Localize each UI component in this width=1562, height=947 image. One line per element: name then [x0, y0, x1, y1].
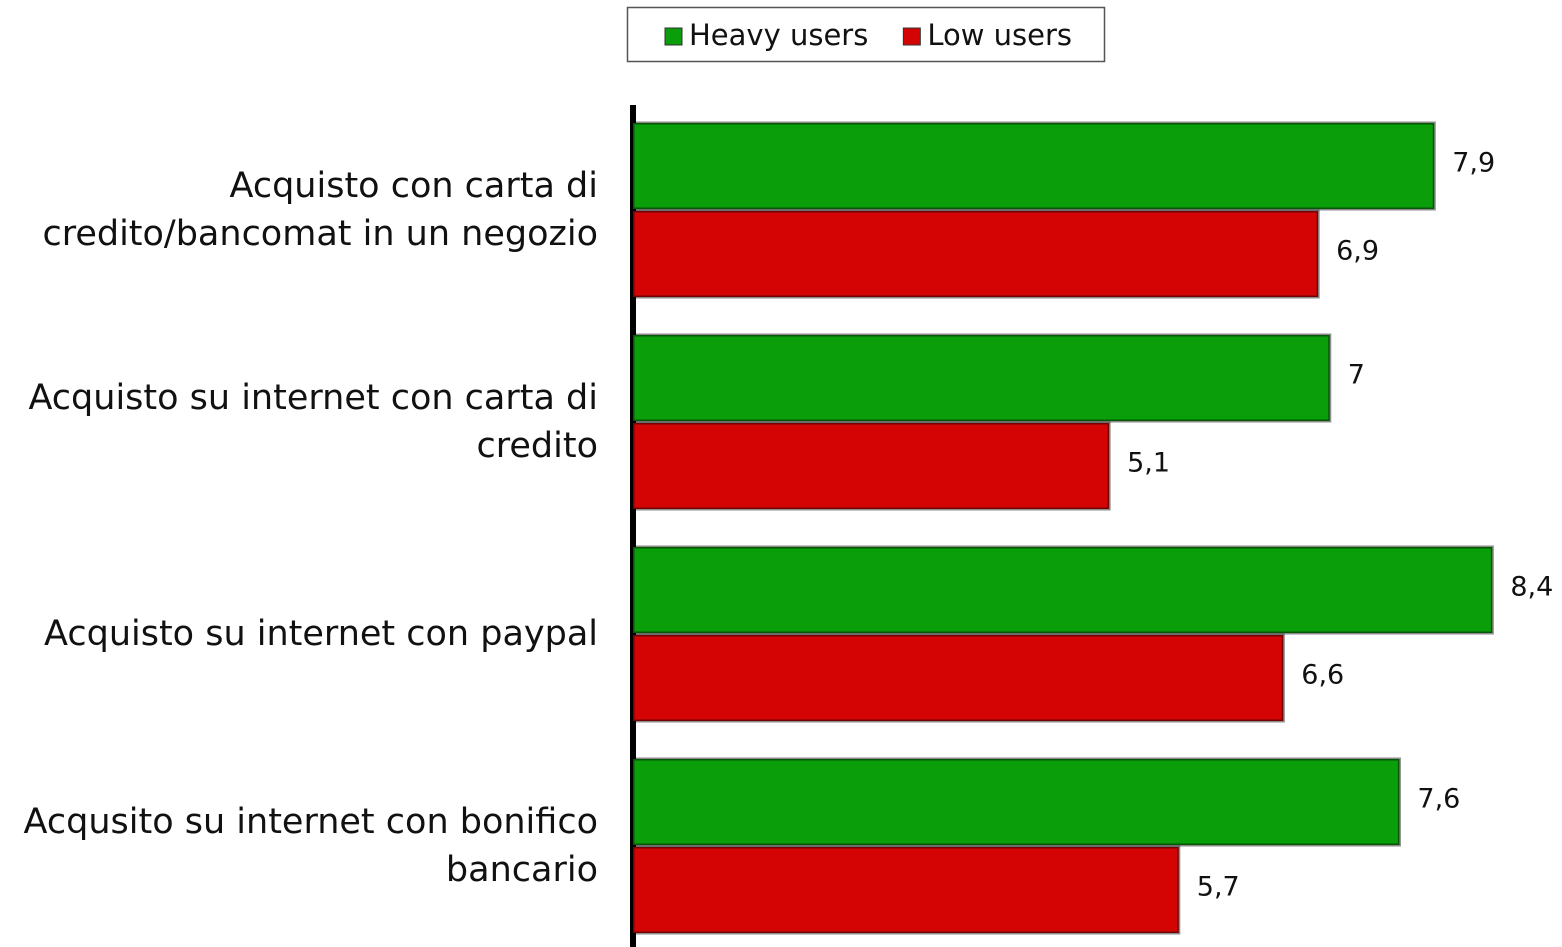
value-label: 7,9 [1452, 148, 1495, 179]
category-label: Acquisto con carta di credito/bancomat i… [42, 166, 598, 254]
category-label: Acquisto su internet con paypal [44, 614, 598, 654]
bar [631, 421, 1111, 511]
category-label: Acquisto su internet con carta di credit… [28, 378, 598, 466]
bar [631, 845, 1181, 935]
value-label: 7,6 [1417, 784, 1460, 815]
bar [631, 757, 1401, 847]
bar [631, 209, 1320, 299]
value-label: 7 [1348, 360, 1365, 391]
bar [631, 333, 1332, 423]
value-label: 6,6 [1301, 660, 1344, 691]
bar [631, 633, 1285, 723]
bar [631, 121, 1436, 211]
value-label: 6,9 [1336, 236, 1379, 267]
legend-label: Low users [927, 18, 1072, 52]
value-label: 5,1 [1127, 448, 1170, 479]
category-label: Acqusito su internet con bonifico bancar… [23, 802, 598, 890]
bar [631, 545, 1494, 635]
legend-box [626, 6, 1106, 63]
legend-label: Heavy users [689, 18, 868, 52]
value-label: 5,7 [1197, 872, 1240, 903]
legend-swatch [902, 27, 921, 46]
value-label: 8,4 [1510, 572, 1553, 603]
legend-swatch [664, 27, 683, 46]
